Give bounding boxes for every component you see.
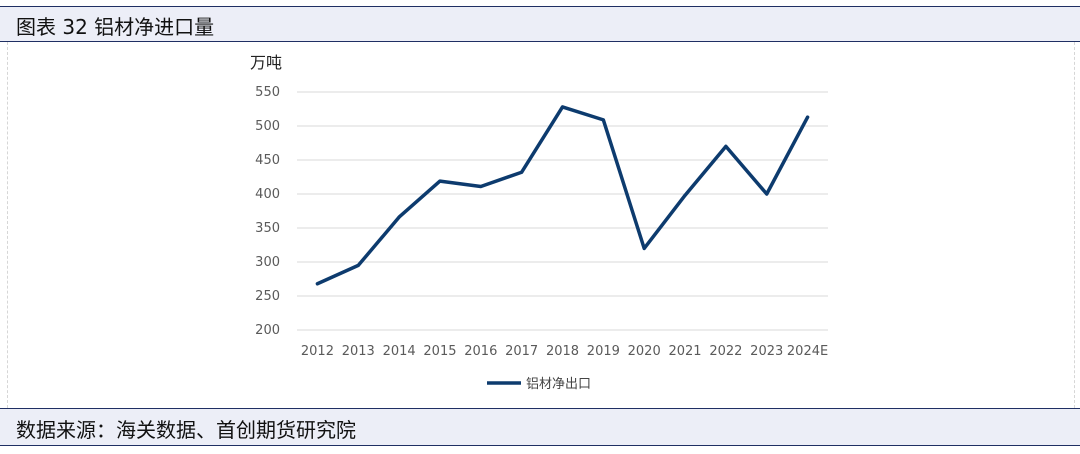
chart-area [7, 42, 1075, 408]
data-point [520, 170, 524, 174]
data-point [683, 193, 687, 197]
y-tick-label: 350 [255, 221, 280, 236]
x-tick-label: 2013 [342, 344, 375, 359]
data-point [315, 282, 319, 286]
x-tick-label: 2024E [787, 344, 828, 359]
legend-label: 铝材净出口 [526, 377, 591, 392]
chart-footer: 数据来源：海关数据、首创期货研究院 [0, 408, 1080, 446]
data-point [765, 192, 769, 196]
data-point [356, 263, 360, 267]
x-tick-label: 2019 [587, 344, 620, 359]
x-tick-label: 2017 [505, 344, 538, 359]
y-tick-label: 200 [255, 323, 280, 338]
data-source: 数据来源：海关数据、首创期货研究院 [16, 418, 356, 442]
data-point [438, 179, 442, 183]
y-tick-label: 300 [255, 255, 280, 270]
data-point [561, 105, 564, 109]
x-tick-label: 2018 [546, 344, 579, 359]
chart-header: 图表 32 铝材净进口量 [0, 6, 1080, 42]
y-tick-label: 250 [255, 289, 280, 304]
x-tick-label: 2022 [709, 344, 742, 359]
x-tick-label: 2012 [301, 344, 334, 359]
x-tick-label: 2015 [423, 344, 456, 359]
y-tick-label: 500 [255, 119, 280, 134]
data-point [642, 246, 646, 250]
data-point [724, 144, 728, 148]
y-axis-unit: 万吨 [250, 53, 282, 72]
data-point [806, 115, 810, 119]
y-tick-label: 450 [255, 153, 280, 168]
x-tick-label: 2014 [383, 344, 416, 359]
chart-figure-title: 图表 32 铝材净进口量 [16, 15, 215, 39]
series-line-0 [315, 105, 810, 286]
x-tick-label: 2021 [668, 344, 701, 359]
data-point [479, 185, 483, 189]
y-tick-label: 550 [255, 85, 280, 100]
y-tick-label: 400 [255, 187, 280, 202]
data-point [397, 215, 401, 219]
x-tick-label: 2016 [464, 344, 497, 359]
data-point [601, 118, 605, 122]
x-tick-label: 2023 [750, 344, 783, 359]
x-tick-label: 2020 [628, 344, 661, 359]
